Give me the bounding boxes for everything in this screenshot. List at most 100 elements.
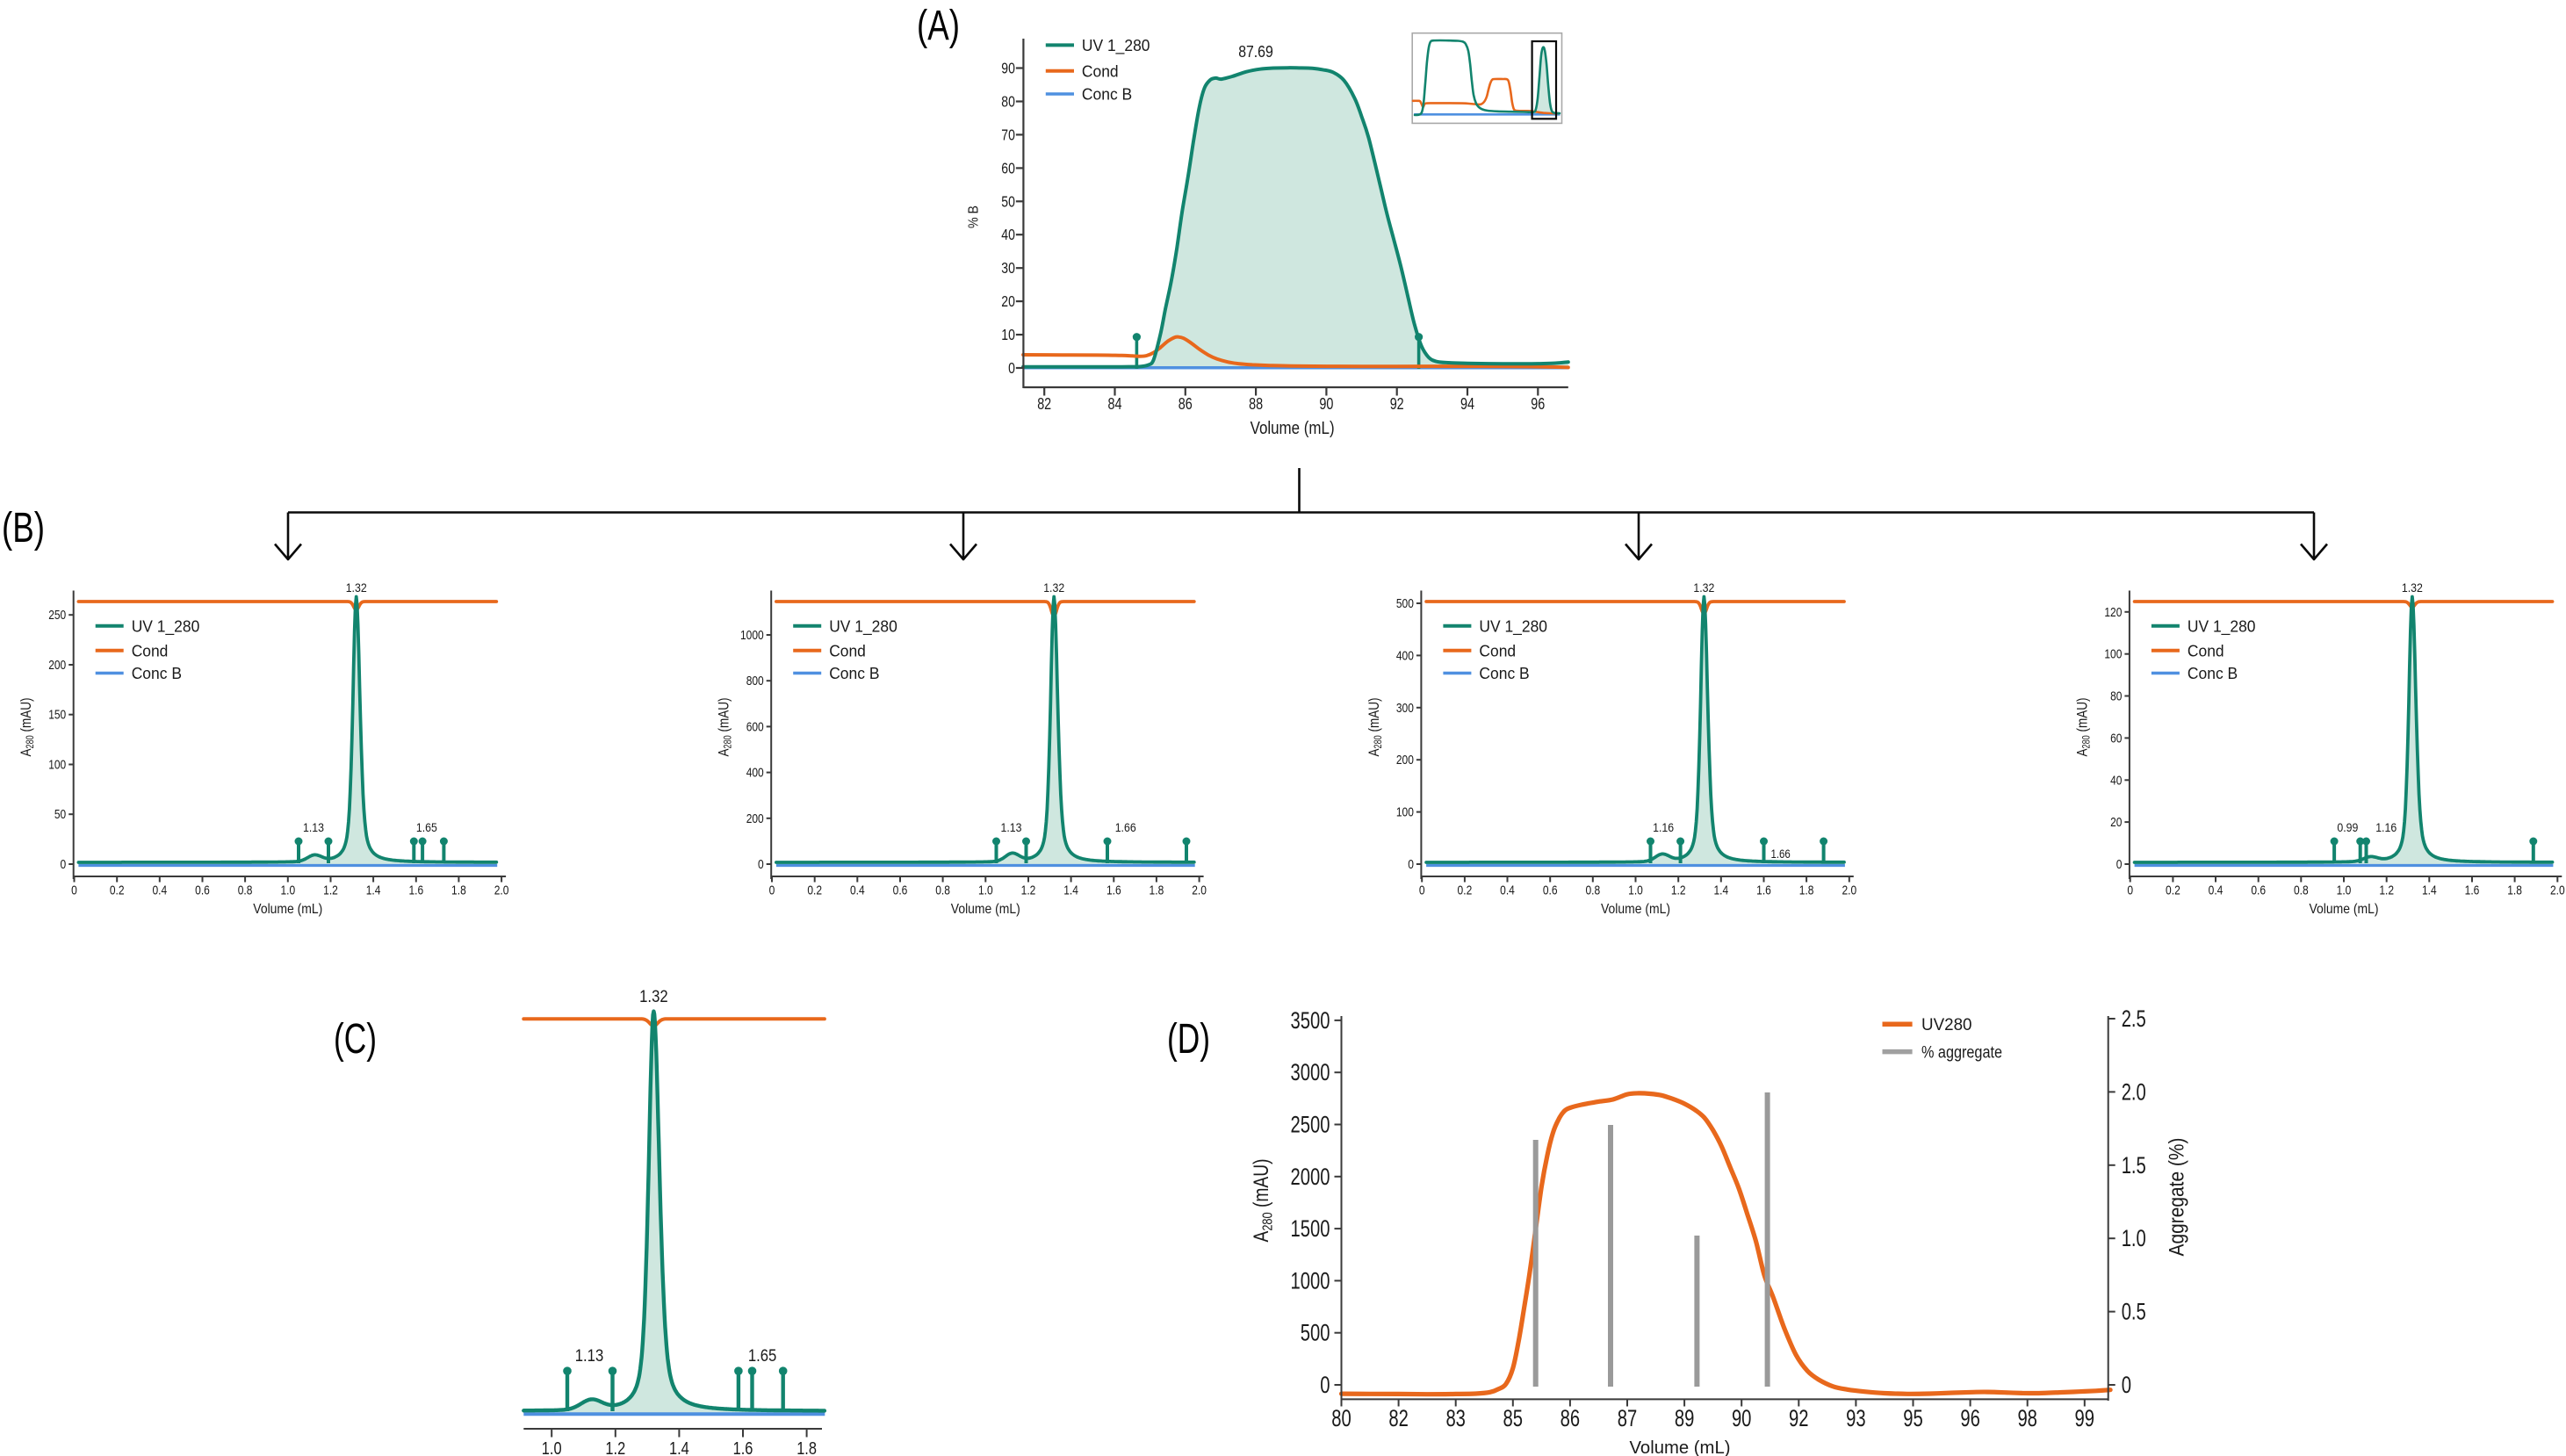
svg-text:20: 20 [1001, 292, 1015, 310]
svg-text:1.13: 1.13 [575, 1347, 604, 1366]
svg-text:1.65: 1.65 [416, 820, 437, 834]
svg-text:2.0: 2.0 [494, 883, 509, 898]
svg-text:1.0: 1.0 [280, 883, 295, 898]
svg-text:Conc B: Conc B [829, 665, 879, 682]
svg-text:0.4: 0.4 [152, 883, 167, 898]
svg-text:400: 400 [1396, 648, 1414, 663]
svg-text:1.6: 1.6 [733, 1438, 753, 1456]
svg-text:94: 94 [1460, 395, 1474, 413]
svg-text:200: 200 [746, 811, 764, 826]
svg-text:1.6: 1.6 [1106, 883, 1121, 898]
svg-text:Volume (mL): Volume (mL) [2310, 902, 2379, 917]
svg-text:1.4: 1.4 [669, 1438, 689, 1456]
svg-text:70: 70 [1001, 126, 1015, 143]
svg-text:Conc B: Conc B [132, 665, 182, 682]
svg-text:3500: 3500 [1291, 1007, 1330, 1034]
svg-text:1.4: 1.4 [2422, 883, 2437, 898]
svg-text:1.65: 1.65 [748, 1347, 777, 1366]
svg-text:80: 80 [2110, 689, 2122, 704]
svg-text:Volume (mL): Volume (mL) [1630, 1438, 1731, 1456]
svg-text:0.8: 0.8 [238, 883, 253, 898]
svg-text:96: 96 [1960, 1405, 1980, 1431]
svg-text:Cond: Cond [132, 642, 169, 660]
svg-text:Cond: Cond [829, 642, 866, 660]
svg-text:0: 0 [1419, 883, 1425, 898]
svg-text:92: 92 [1789, 1405, 1809, 1431]
svg-text:1.6: 1.6 [2465, 883, 2480, 898]
svg-text:Conc B: Conc B [1479, 665, 1529, 682]
svg-text:1.32: 1.32 [1043, 580, 1064, 595]
svg-text:0: 0 [1008, 359, 1015, 377]
svg-text:200: 200 [1396, 753, 1414, 768]
svg-text:87: 87 [1618, 1405, 1638, 1431]
svg-text:0: 0 [61, 857, 67, 872]
svg-text:UV 1_280: UV 1_280 [1082, 37, 1150, 55]
svg-text:0: 0 [2122, 1372, 2131, 1398]
svg-text:1.4: 1.4 [366, 883, 381, 898]
svg-text:0.6: 0.6 [893, 883, 908, 898]
svg-text:1000: 1000 [1291, 1267, 1330, 1294]
svg-text:0: 0 [1320, 1372, 1330, 1398]
svg-text:Cond: Cond [1082, 62, 1119, 80]
svg-text:2.0: 2.0 [1192, 883, 1207, 898]
svg-text:Volume (mL): Volume (mL) [1251, 419, 1335, 438]
svg-text:400: 400 [746, 766, 764, 781]
svg-text:93: 93 [1846, 1405, 1866, 1431]
svg-text:1.2: 1.2 [605, 1438, 625, 1456]
svg-text:Conc B: Conc B [1082, 86, 1132, 104]
svg-text:1.13: 1.13 [1001, 820, 1022, 834]
svg-text:86: 86 [1178, 395, 1193, 413]
svg-text:2000: 2000 [1291, 1164, 1330, 1190]
svg-text:89: 89 [1675, 1405, 1695, 1431]
svg-text:95: 95 [1903, 1405, 1923, 1431]
svg-text:2.0: 2.0 [2550, 883, 2565, 898]
svg-text:UV 1_280: UV 1_280 [2188, 617, 2256, 636]
svg-text:90: 90 [1732, 1405, 1752, 1431]
svg-text:50: 50 [1001, 192, 1015, 210]
svg-text:1.16: 1.16 [2375, 820, 2397, 834]
svg-text:Volume (mL): Volume (mL) [253, 902, 322, 917]
svg-text:Cond: Cond [1479, 642, 1516, 660]
svg-text:1.0: 1.0 [978, 883, 993, 898]
svg-text:A280 (mAU): A280 (mAU) [1250, 1159, 1276, 1243]
svg-text:40: 40 [2110, 773, 2122, 788]
svg-text:UV 1_280: UV 1_280 [1479, 617, 1547, 636]
svg-text:90: 90 [1001, 60, 1015, 77]
svg-text:100: 100 [1396, 805, 1414, 820]
svg-text:500: 500 [1396, 596, 1414, 611]
svg-text:1.8: 1.8 [1150, 883, 1164, 898]
svg-text:0: 0 [2116, 857, 2123, 872]
svg-text:% aggregate: % aggregate [1921, 1044, 2002, 1063]
svg-text:82: 82 [1037, 395, 1051, 413]
svg-text:92: 92 [1390, 395, 1404, 413]
svg-text:85: 85 [1503, 1405, 1524, 1431]
svg-text:96: 96 [1531, 395, 1545, 413]
svg-text:UV 1_280: UV 1_280 [132, 617, 200, 636]
svg-text:1.5: 1.5 [2122, 1152, 2146, 1178]
svg-text:0: 0 [1408, 857, 1414, 872]
svg-text:20: 20 [2110, 815, 2122, 830]
svg-text:1.2: 1.2 [1671, 883, 1686, 898]
svg-text:1000: 1000 [740, 628, 764, 643]
svg-text:1.32: 1.32 [639, 988, 668, 1006]
svg-text:1.8: 1.8 [1799, 883, 1814, 898]
svg-text:Volume (mL): Volume (mL) [1601, 902, 1670, 917]
svg-text:88: 88 [1249, 395, 1263, 413]
svg-text:1.4: 1.4 [1713, 883, 1728, 898]
svg-text:0: 0 [71, 883, 77, 898]
svg-text:10: 10 [1001, 326, 1015, 343]
svg-text:84: 84 [1108, 395, 1122, 413]
svg-text:Aggregate (%): Aggregate (%) [2166, 1138, 2189, 1257]
svg-text:82: 82 [1388, 1405, 1409, 1431]
svg-text:60: 60 [2110, 731, 2122, 746]
svg-text:86: 86 [1561, 1405, 1581, 1431]
svg-text:1.13: 1.13 [303, 820, 324, 834]
svg-text:1.32: 1.32 [346, 580, 367, 595]
svg-text:0: 0 [769, 883, 775, 898]
svg-text:1.0: 1.0 [2337, 883, 2352, 898]
svg-text:800: 800 [746, 674, 764, 688]
svg-text:1.4: 1.4 [1063, 883, 1078, 898]
svg-text:0.2: 0.2 [1458, 883, 1473, 898]
svg-text:250: 250 [48, 608, 66, 623]
svg-text:500: 500 [1301, 1320, 1330, 1346]
